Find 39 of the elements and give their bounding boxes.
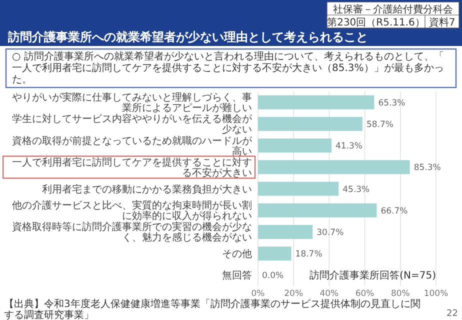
data-label: 18.7% [295,250,322,260]
x-tick-label: 60% [355,289,374,299]
data-label: 30.7% [316,228,344,238]
chart-title: 訪問介護事業所への就業希望者が少ない理由として考えられること [7,30,368,44]
annotation: 訪問介護事業所回答(N=75) [310,270,436,282]
x-tick-label: 0% [251,289,265,299]
chart-subtitle: ○ 訪問介護事業所への就業希望者が少ないと言われる理由について、考えられるものとして、「一人で利用者宅に訪問してケアを提供することに対する不安が大きい（85.3%）」が最も多かった。 [12,50,444,86]
y-tick-label: 資格取得時等に訪問介護事業所での実習の機会が少なく、魅力を感じる機会がない [12,221,252,244]
data-label: 66.7% [380,206,408,216]
bar [258,246,292,261]
bar [258,160,410,174]
bar [258,224,313,239]
x-tick-label: 40% [320,289,339,299]
text: 22 [446,309,458,319]
bar [258,182,339,196]
text: 資料7 [428,16,456,28]
text: 【出典】令和3年度老人保健健康増進等事業「訪問介護事業のサービス提供体制の見直しに関する調査研究事業」 [4,298,420,320]
y-tick-label: 他の介護サービスと比べ、実質的な拘束時間が長い割に効率的に収入が得られない [12,200,252,222]
y-tick-label: 無回答 [222,270,252,282]
y-tick-label: その他 [222,248,252,260]
data-label: 45.3% [342,184,370,195]
data-label: 58.7% [366,120,394,130]
x-tick-label: 100% [424,289,448,299]
data-label: 65.3% [378,98,406,108]
bar [258,116,362,131]
bar [258,138,332,153]
y-tick-label: やりがいが実際に仕事してみないと理解しづらく、事業所によるアピールが難しい [12,92,252,114]
bar [258,203,377,218]
data-label: 0.0% [262,271,284,282]
data-label: 85.3% [414,163,441,174]
text: 社保審－介護給付費分科会 [333,4,453,16]
x-tick-label: 20% [284,289,304,299]
y-tick-label: 学生に対してサービス内容ややりがいを伝える機会が少ない [12,113,253,136]
y-tick-label: 利用者宅までの移動にかかる業務負担が大きい [42,183,252,196]
y-tick-label: 資格の取得が前提となっているため就職のハードルが高い [12,134,253,158]
bar [258,95,374,110]
x-tick-label: 80% [390,289,410,299]
text: 第230回（R5.11.6） [327,16,425,28]
data-label: 41.3% [336,142,363,152]
